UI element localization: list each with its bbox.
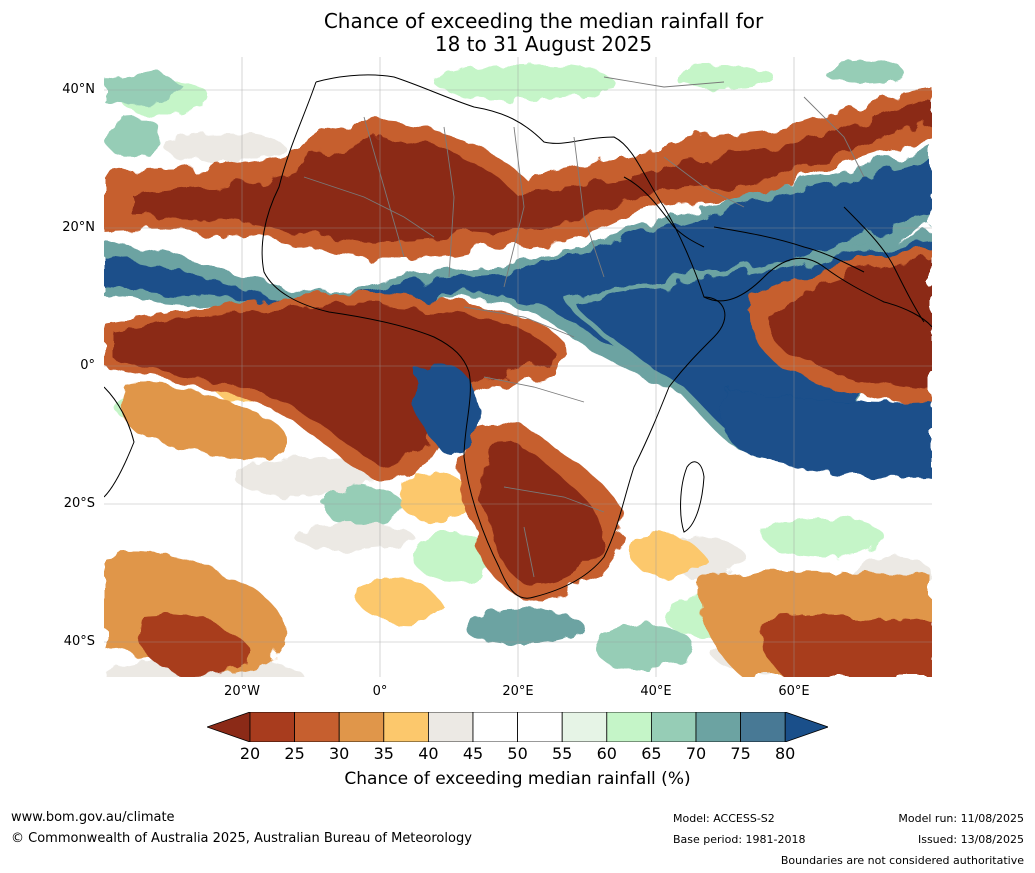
colorbar-tick-label: 60 <box>596 744 617 763</box>
footer-model: Model: ACCESS-S2 <box>673 812 775 825</box>
colorbar <box>207 712 828 742</box>
map-title-line2: 18 to 31 August 2025 <box>434 32 653 56</box>
colorbar-tick-label: 55 <box>552 744 573 763</box>
lon-label-20w: 20°W <box>224 684 260 699</box>
colorbar-cell <box>561 712 608 742</box>
colorbar-tick-label: 40 <box>418 744 439 763</box>
colorbar-tick-label: 80 <box>775 744 796 763</box>
colorbar-cell <box>383 712 429 742</box>
colorbar-cell <box>695 712 741 742</box>
country-borders <box>303 76 865 578</box>
footer-disclaimer: Boundaries are not considered authoritat… <box>780 854 1024 867</box>
lon-label-60e: 60°E <box>778 684 810 699</box>
lat-label-0: 0° <box>80 358 95 373</box>
colorbar-cell <box>294 712 340 742</box>
footer-copyright: © Commonwealth of Australia 2025, Austra… <box>11 831 472 846</box>
footer-issued: Issued: 13/08/2025 <box>917 833 1024 846</box>
colorbar-cell <box>338 712 385 742</box>
colorbar-tick-label: 30 <box>329 744 350 763</box>
colorbar-low-extend <box>207 712 251 742</box>
footer-base-period: Base period: 1981-2018 <box>673 833 806 846</box>
colorbar-high-extend <box>784 712 828 742</box>
lon-label-0: 0° <box>372 684 388 699</box>
colorbar-label: Chance of exceeding median rainfall (%) <box>344 769 691 789</box>
coastlines <box>104 74 932 599</box>
lon-label-40e: 40°E <box>640 684 672 699</box>
footer-model-run: Model run: 11/08/2025 <box>898 812 1024 825</box>
lat-label-40s: 40°S <box>63 634 95 649</box>
colorbar-tick-label: 20 <box>239 744 261 763</box>
colorbar-cell <box>650 712 697 742</box>
colorbar-tick-label: 35 <box>373 744 394 763</box>
map-title: Chance of exceeding the median rainfall … <box>0 10 1035 56</box>
colorbar-tick-label: 70 <box>685 744 707 763</box>
colorbar-tick-label: 75 <box>730 744 751 763</box>
rainfall-map <box>104 57 932 677</box>
graticule <box>104 57 932 677</box>
colorbar-cell <box>517 712 563 742</box>
lat-label-40n: 40°N <box>62 82 95 97</box>
lon-label-20e: 20°E <box>502 684 534 699</box>
colorbar-cell <box>740 712 786 742</box>
colorbar-tick-label: 65 <box>641 744 662 763</box>
colorbar-tick-label: 45 <box>462 744 484 763</box>
colorbar-cell <box>427 712 474 742</box>
rainfall-map-graphic <box>104 57 932 677</box>
map-title-line1: Chance of exceeding the median rainfall … <box>323 9 764 33</box>
colorbar-tick-label: 50 <box>507 744 528 763</box>
colorbar-cell <box>249 712 295 742</box>
colorbar-cell <box>606 712 652 742</box>
lat-label-20s: 20°S <box>63 496 95 511</box>
colorbar-cell <box>472 712 518 742</box>
footer-website: www.bom.gov.au/climate <box>11 810 175 825</box>
lat-label-20n: 20°N <box>62 220 95 235</box>
colorbar-tick-label: 25 <box>284 744 305 763</box>
